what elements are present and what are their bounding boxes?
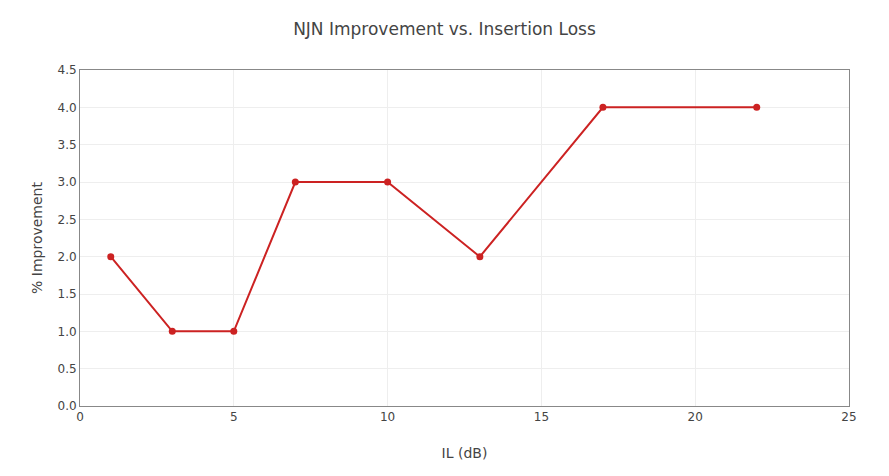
svg-text:% Improvement: % Improvement: [29, 182, 45, 294]
svg-text:4.0: 4.0: [58, 101, 77, 115]
svg-text:20: 20: [688, 410, 703, 424]
svg-text:NJN Improvement vs. Insertion: NJN Improvement vs. Insertion Loss: [293, 19, 596, 39]
svg-text:4.5: 4.5: [58, 63, 77, 77]
svg-text:2.5: 2.5: [58, 213, 77, 227]
svg-text:10: 10: [380, 410, 395, 424]
svg-text:0: 0: [76, 410, 84, 424]
svg-text:IL (dB): IL (dB): [442, 445, 488, 461]
svg-text:2.0: 2.0: [58, 250, 77, 264]
svg-text:25: 25: [841, 410, 856, 424]
svg-text:5: 5: [230, 410, 238, 424]
svg-text:15: 15: [534, 410, 549, 424]
svg-text:1.5: 1.5: [58, 287, 77, 301]
svg-text:3.0: 3.0: [58, 175, 77, 189]
svg-text:3.5: 3.5: [58, 138, 77, 152]
svg-text:0.0: 0.0: [58, 399, 77, 413]
svg-text:0.5: 0.5: [58, 362, 77, 376]
svg-text:1.0: 1.0: [58, 325, 77, 339]
